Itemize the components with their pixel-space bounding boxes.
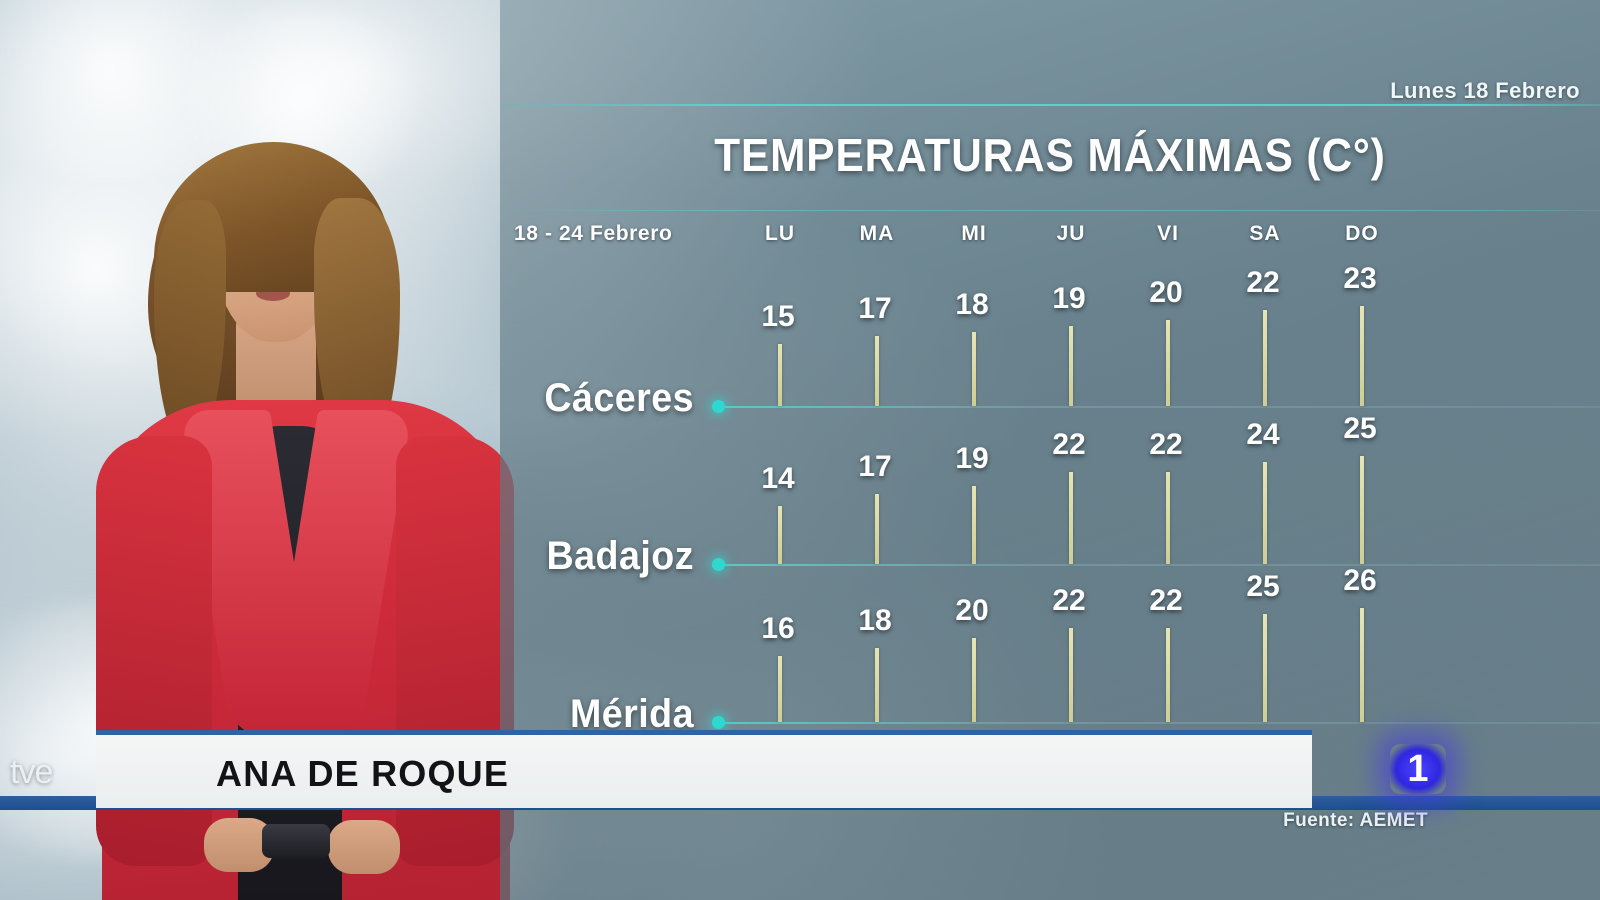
bar: [778, 656, 782, 722]
bar: [1166, 320, 1170, 406]
bar: [1263, 310, 1267, 406]
lower-third-banner: ANA DE ROQUE tve: [0, 710, 1600, 900]
panel-date: Lunes 18 Febrero: [1390, 78, 1580, 103]
value-label: 18: [955, 288, 989, 321]
value-label: 17: [858, 450, 892, 483]
date-range-label: 18 - 24 Febrero: [514, 222, 673, 245]
bar: [1360, 306, 1364, 406]
city-marker-dot: [712, 400, 725, 413]
bar: [875, 336, 879, 406]
city-marker-dot: [712, 558, 725, 571]
value-label: 20: [955, 594, 989, 627]
value-label: 16: [761, 612, 795, 645]
day-header-ma: MA: [859, 222, 895, 245]
value-label: 18: [858, 604, 892, 637]
bar: [1263, 462, 1267, 564]
day-header-do: DO: [1345, 222, 1379, 245]
day-header-lu: LU: [765, 222, 795, 245]
days-rule: [500, 210, 1600, 211]
day-header-ju: JU: [1056, 222, 1086, 245]
city-label: Mérida: [569, 692, 694, 736]
channel-1-logo: 1: [1390, 744, 1446, 794]
value-label: 20: [1149, 276, 1183, 309]
panel-title: TEMPERATURAS MÁXIMAS (C°): [714, 129, 1386, 181]
bar: [778, 344, 782, 406]
bar: [1263, 614, 1267, 722]
source-credit: Fuente: AEMET: [1283, 810, 1428, 831]
bar: [778, 506, 782, 564]
value-label: 17: [858, 292, 892, 325]
value-label: 22: [1149, 428, 1183, 461]
bar: [1166, 472, 1170, 564]
bar: [1069, 628, 1073, 722]
hand-right: [328, 820, 400, 874]
presenter-name: ANA DE ROQUE: [216, 753, 510, 794]
bar: [1360, 456, 1364, 564]
city-label: Cáceres: [544, 376, 694, 420]
banner-plate: ANA DE ROQUE: [96, 730, 1312, 808]
value-label: 14: [761, 462, 795, 495]
value-label: 23: [1343, 262, 1377, 295]
value-label: 26: [1343, 564, 1377, 597]
bar: [1069, 472, 1073, 564]
bar: [972, 486, 976, 564]
value-label: 22: [1052, 428, 1086, 461]
bar: [972, 638, 976, 722]
day-header-mi: MI: [961, 222, 987, 245]
value-label: 22: [1052, 584, 1086, 617]
bar: [875, 648, 879, 722]
remote-clicker: [262, 824, 330, 858]
value-label: 19: [955, 442, 989, 475]
value-label: 25: [1246, 570, 1280, 603]
torso: [96, 400, 516, 900]
day-header-vi: VI: [1157, 222, 1179, 245]
row-baseline: [712, 564, 1600, 566]
value-label: 25: [1343, 412, 1377, 445]
value-label: 24: [1246, 418, 1280, 451]
tve-logo: tve: [10, 753, 53, 791]
presenter-figure: [96, 70, 516, 900]
bar: [1360, 608, 1364, 722]
city-label: Badajoz: [546, 534, 694, 578]
value-label: 19: [1052, 282, 1086, 315]
bar: [875, 494, 879, 564]
row-baseline: [712, 722, 1600, 724]
city-marker-dot: [712, 716, 725, 729]
value-label: 22: [1149, 584, 1183, 617]
bar: [1069, 326, 1073, 406]
header-rule: [500, 104, 1600, 106]
bar: [1166, 628, 1170, 722]
row-baseline: [712, 406, 1600, 408]
bar: [972, 332, 976, 406]
day-header-sa: SA: [1249, 222, 1281, 245]
value-label: 22: [1246, 266, 1280, 299]
value-label: 15: [761, 300, 795, 333]
